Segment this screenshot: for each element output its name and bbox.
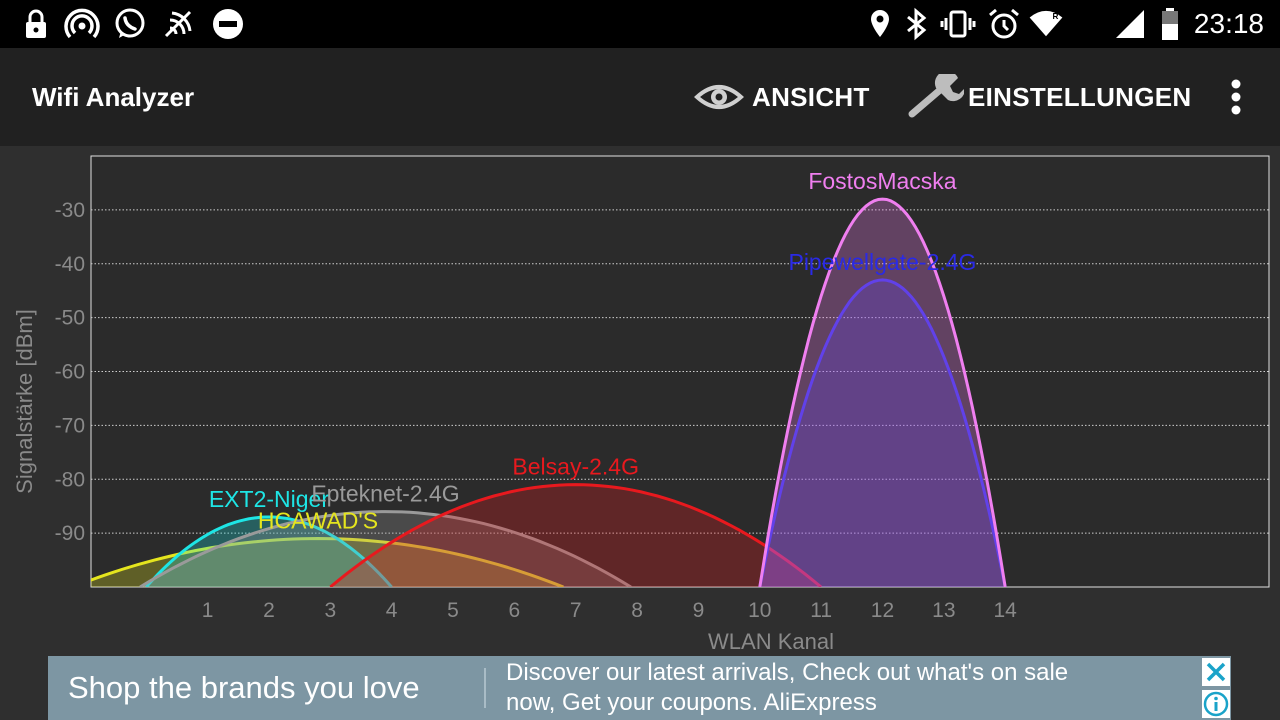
y-tick-label: -40 bbox=[55, 253, 85, 276]
series-line bbox=[758, 197, 1007, 587]
series-line bbox=[758, 278, 1007, 587]
x-tick-label: 7 bbox=[570, 599, 582, 622]
x-tick-label: 5 bbox=[447, 599, 459, 622]
eye-icon bbox=[694, 85, 744, 109]
x-tick-label: 9 bbox=[693, 599, 705, 622]
series-line bbox=[91, 536, 564, 587]
ad-banner[interactable]: Shop the brands you love Discover our la… bbox=[48, 656, 1231, 720]
lock-icon bbox=[26, 9, 46, 38]
battery-icon bbox=[1162, 8, 1178, 40]
wifi-hotspot-icon bbox=[64, 8, 100, 39]
x-tick-label: 3 bbox=[324, 599, 336, 622]
app-bar: Wifi Analyzer ANSICHT EINSTELLUNGEN bbox=[0, 48, 1280, 146]
y-tick-label: -30 bbox=[55, 199, 85, 222]
signal-chart-area: -30 -40 -50 -60 -70 -80 -90 1 2 3 4 5 6 7 8 9 10 11 12 13 14… bbox=[0, 146, 1280, 656]
ad-headline[interactable]: Shop the brands you love bbox=[68, 670, 420, 705]
x-tick-label: 13 bbox=[932, 599, 955, 622]
series-line bbox=[329, 483, 823, 587]
y-tick-label: -70 bbox=[55, 414, 85, 437]
x-tick-label: 8 bbox=[631, 599, 643, 622]
close-icon[interactable] bbox=[1202, 658, 1230, 686]
whatsapp-icon bbox=[115, 8, 145, 38]
y-axis-label: Signalstärke [dBm] bbox=[12, 309, 37, 494]
series-label: Pipewellgate-2.4G bbox=[788, 249, 976, 275]
view-button-label: ANSICHT bbox=[752, 81, 870, 112]
x-tick-label: 14 bbox=[993, 599, 1017, 622]
signal-chart: -30-40-50-60-70-80-901 2 3 4 5 6 7 8 9 10 11 12 13 14… bbox=[12, 155, 1270, 654]
status-time: 23:18 bbox=[1193, 8, 1264, 39]
wrench-icon bbox=[908, 74, 964, 118]
x-tick-label: 12 bbox=[871, 599, 894, 622]
location-icon bbox=[871, 10, 889, 37]
series-label: EXT2-Niger bbox=[209, 486, 329, 512]
vibrate-icon bbox=[940, 10, 976, 38]
ad-divider bbox=[484, 668, 486, 708]
x-tick-label: 11 bbox=[810, 599, 832, 622]
ad-line-2: now, Get your coupons. AliExpress bbox=[506, 689, 877, 716]
y-tick-label: -60 bbox=[55, 361, 85, 384]
alarm-icon bbox=[989, 8, 1019, 39]
bluetooth-icon bbox=[907, 7, 927, 41]
more-vert-icon[interactable] bbox=[1218, 74, 1254, 120]
y-tick-label: -80 bbox=[55, 468, 85, 491]
y-tick-label: -90 bbox=[55, 522, 85, 545]
x-tick-label: 1 bbox=[202, 599, 214, 622]
series-label: Epteknet-2.4G bbox=[311, 481, 459, 507]
x-tick-label: 6 bbox=[509, 599, 521, 622]
series-layer bbox=[91, 197, 1007, 587]
view-button[interactable]: ANSICHT bbox=[694, 74, 870, 120]
ad-line-1: Discover our latest arrivals, Check out … bbox=[506, 659, 1069, 686]
x-tick-label: 4 bbox=[386, 599, 398, 622]
app-title: Wifi Analyzer bbox=[32, 82, 195, 112]
x-axis-label: WLAN Kanal bbox=[708, 629, 834, 654]
y-tick-label: -50 bbox=[55, 307, 85, 330]
settings-button-label: EINSTELLUNGEN bbox=[968, 81, 1192, 112]
series-label: Belsay-2.4G bbox=[512, 454, 639, 480]
x-tick-label: 10 bbox=[748, 599, 771, 622]
series-line bbox=[145, 515, 393, 587]
series-label: FostosMacska bbox=[808, 168, 956, 194]
do-not-disturb-icon bbox=[213, 9, 243, 39]
status-bar: R 23:18 bbox=[0, 0, 1280, 48]
series-line bbox=[139, 510, 632, 587]
settings-button[interactable]: EINSTELLUNGEN bbox=[906, 74, 1191, 120]
svg-text:R: R bbox=[1053, 12, 1059, 21]
info-icon[interactable] bbox=[1202, 690, 1230, 718]
nfc-icon bbox=[164, 10, 192, 38]
x-tick-label: 2 bbox=[263, 599, 275, 622]
ad-description[interactable]: Discover our latest arrivals, Check out … bbox=[506, 658, 1146, 718]
cell-signal-icon bbox=[1116, 10, 1144, 38]
series-label: HCAWAD'S bbox=[258, 508, 378, 534]
wifi-signal-icon: R bbox=[1029, 10, 1063, 37]
